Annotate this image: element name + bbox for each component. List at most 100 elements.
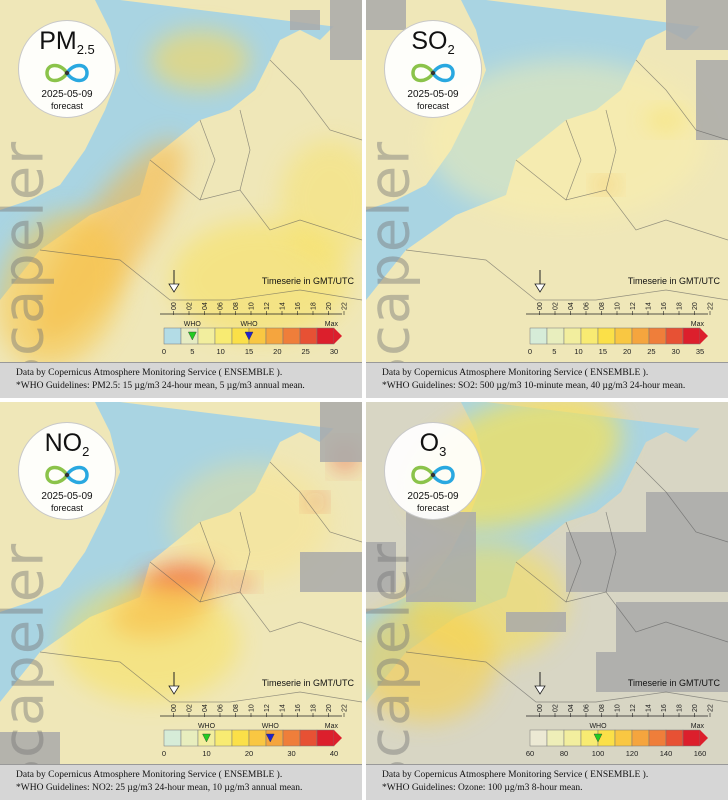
hour-tick-label: 14: [646, 302, 653, 310]
hour-tick-label: 02: [187, 704, 194, 712]
timeserie-label: Timeserie in GMT/UTC: [627, 276, 720, 286]
who-guideline-marker-icon: [188, 331, 197, 341]
legend-scale: 00 02 04 06 08 10 12 14 16 18 20 22 Max 60 80 100 120 140…: [526, 672, 715, 758]
country-border: [405, 651, 728, 703]
country-border: [239, 109, 251, 191]
scale-color-cell: [648, 729, 667, 747]
no-data-area: [300, 552, 362, 592]
who-guideline-marker-icon: [593, 733, 603, 743]
pollutant-badge: PM2.5 2025-05-09 forecast: [18, 20, 116, 118]
scale-tick-label: 5: [190, 347, 194, 356]
who-guideline-marker-icon: [244, 331, 254, 341]
scale-color-cell: [529, 729, 548, 747]
country-border: [39, 651, 362, 703]
map-panel-pm25: Scapeler PM2.5 2025-05-09 forecast Timeser…: [0, 0, 362, 398]
hour-tick-label: 08: [599, 302, 606, 310]
scale-color-cell: [529, 327, 548, 345]
attribution-caption: Data by Copernicus Atmosphere Monitoring…: [366, 362, 728, 398]
hour-tick-label: 20: [326, 302, 333, 310]
who-label: WHO: [589, 723, 607, 730]
scale-tick-label: 10: [574, 347, 582, 356]
pollutant-title: SO2: [411, 27, 455, 57]
pollution-plume: [426, 60, 706, 220]
scale-color-cell: [180, 729, 199, 747]
hour-tick-label: 14: [280, 704, 287, 712]
hour-tick-label: 00: [171, 302, 178, 310]
scale-color-cell: [316, 327, 335, 345]
pollution-plume: [646, 110, 686, 130]
scale-tick-label: 35: [696, 347, 704, 356]
scale-tick-label: 15: [245, 347, 253, 356]
pollution-plume: [0, 212, 123, 362]
pollutant-title: O3: [419, 429, 447, 459]
country-border: [565, 521, 582, 603]
hour-tick-label: 22: [342, 704, 349, 712]
country-border: [39, 249, 362, 301]
timeserie-label: Timeserie in GMT/UTC: [261, 276, 354, 286]
scale-tick-label: 100: [592, 749, 605, 758]
no-data-area: [596, 652, 728, 692]
timeserie-label: Timeserie in GMT/UTC: [627, 678, 720, 688]
scapeler-logo-icon: [411, 465, 455, 485]
who-guidelines-text: *WHO Guidelines: SO2: 500 µg/m3 10-minut…: [382, 381, 686, 391]
hour-tick-label: 00: [537, 302, 544, 310]
pollutant-title: PM2.5: [39, 27, 95, 57]
who-label: WHO: [240, 321, 258, 328]
hour-tick-label: 02: [187, 302, 194, 310]
scale-color-cell: [631, 729, 650, 747]
hour-tick-label: 16: [661, 302, 668, 310]
who-label: WHO: [184, 321, 202, 328]
hour-tick-label: 04: [568, 302, 575, 310]
scale-color-cell: [665, 729, 684, 747]
pollution-plume: [60, 582, 240, 702]
hour-tick-label: 02: [553, 302, 560, 310]
scale-tick-label: 160: [694, 749, 707, 758]
scale-color-cell: [682, 729, 701, 747]
who-guidelines-text: *WHO Guidelines: Ozone: 100 µg/m3 8-hour…: [382, 783, 583, 793]
scale-tick-label: 0: [528, 347, 532, 356]
hour-tick-label: 00: [171, 704, 178, 712]
hour-tick-label: 12: [264, 704, 271, 712]
hour-tick-label: 10: [249, 704, 256, 712]
country-border: [149, 159, 362, 241]
hour-tick-label: 18: [677, 302, 684, 310]
scapeler-watermark: Scapeler: [0, 140, 57, 393]
pollution-plume: [596, 179, 616, 191]
hour-tick-label: 20: [692, 704, 699, 712]
scale-color-cell: [597, 729, 616, 747]
hour-tick-label: 16: [295, 302, 302, 310]
scale-color-cell: [163, 327, 182, 345]
scale-tick-label: 140: [660, 749, 673, 758]
no-data-area: [366, 0, 406, 30]
scale-max-tip: [700, 730, 708, 746]
scale-tick-label: 60: [526, 749, 534, 758]
scale-tick-label: 80: [560, 749, 568, 758]
attribution-caption: Data by Copernicus Atmosphere Monitoring…: [0, 764, 362, 800]
forecast-date: 2025-05-09: [407, 89, 459, 100]
hour-tick-label: 22: [342, 302, 349, 310]
pollution-plume: [366, 602, 496, 722]
scale-color-cell: [648, 327, 667, 345]
forecast-date: 2025-05-09: [41, 89, 93, 100]
country-border: [149, 561, 362, 643]
no-data-area: [320, 402, 362, 462]
pollution-plume: [170, 462, 330, 582]
legend-scale: 00 02 04 06 08 10 12 14 16 18 20 22 Max 0 10 20 30 40 WHO W…: [160, 672, 349, 758]
scale-color-cell: [614, 327, 633, 345]
hour-tick-label: 06: [218, 302, 225, 310]
hour-tick-label: 04: [202, 704, 209, 712]
who-guidelines-text: *WHO Guidelines: PM2.5: 15 µg/m3 24-hour…: [16, 381, 305, 391]
time-arrow-icon: [534, 270, 546, 293]
no-data-area: [506, 612, 566, 632]
hour-tick-label: 08: [233, 704, 240, 712]
scale-max-tip: [334, 730, 342, 746]
no-data-area: [366, 542, 396, 592]
country-border: [405, 249, 728, 301]
who-label: WHO: [198, 723, 216, 730]
scale-color-cell: [316, 729, 335, 747]
hour-tick-label: 18: [677, 704, 684, 712]
scale-color-cell: [580, 327, 599, 345]
scale-tick-label: 25: [301, 347, 309, 356]
hour-tick-label: 20: [692, 302, 699, 310]
scale-tick-label: 0: [162, 347, 166, 356]
